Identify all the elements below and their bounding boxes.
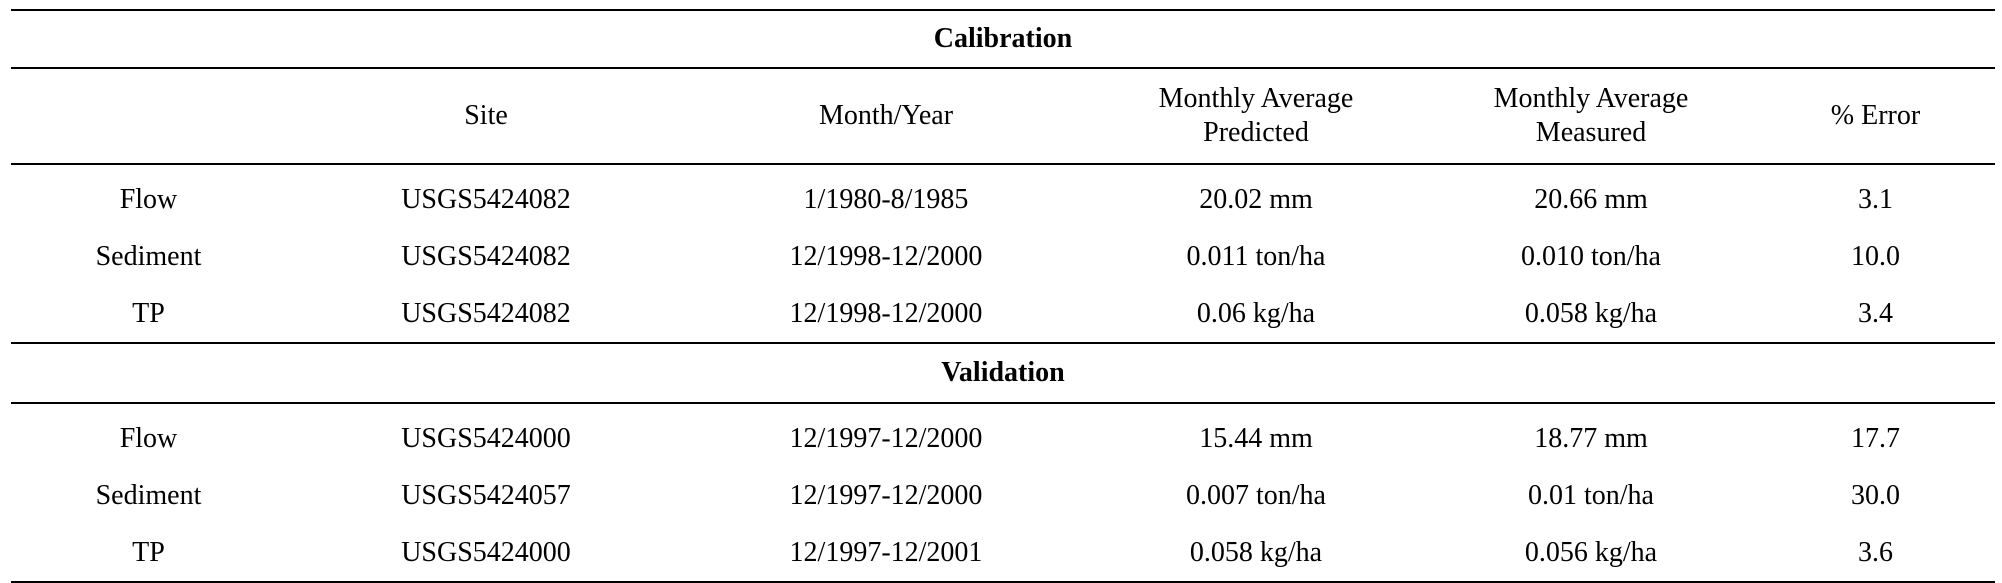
column-header-measured-text: Monthly Average Measured bbox=[1493, 83, 1689, 148]
cell-parameter: Flow bbox=[119, 422, 178, 454]
cell-predicted: 0.011 ton/ha bbox=[1186, 240, 1326, 272]
results-table-container: Calibration Site Month/Year Monthly Aver… bbox=[11, 9, 1995, 583]
cell-error: 3.1 bbox=[1858, 183, 1893, 215]
validation-section-header: Validation bbox=[11, 343, 1995, 404]
cell-predicted: 0.007 ton/ha bbox=[1186, 479, 1326, 511]
table-row: TP USGS5424000 12/1997-12/2001 0.058 kg/… bbox=[11, 524, 1995, 583]
cell-site: USGS5424000 bbox=[286, 524, 686, 583]
cell-month-year: 12/1997-12/2000 bbox=[789, 479, 983, 511]
cell-predicted: 0.058 kg/ha bbox=[1086, 524, 1426, 583]
cell-measured: 0.058 kg/ha bbox=[1426, 285, 1756, 344]
calibration-section-header: Calibration bbox=[11, 9, 1995, 69]
cell-error: 10.0 bbox=[1851, 240, 1900, 272]
section-title-calibration: Calibration bbox=[11, 9, 1995, 69]
column-header-measured: Monthly Average Measured bbox=[1426, 68, 1756, 165]
cell-site: USGS5424000 bbox=[401, 422, 571, 454]
cell-predicted: 15.44 mm bbox=[1199, 422, 1313, 454]
cell-site: USGS5424082 bbox=[401, 240, 571, 272]
cell-month-year: 12/1998-12/2000 bbox=[789, 240, 983, 272]
cell-measured: 0.01 ton/ha bbox=[1528, 479, 1654, 511]
table-row: TP USGS5424082 12/1998-12/2000 0.06 kg/h… bbox=[11, 285, 1995, 344]
cell-measured: 0.010 ton/ha bbox=[1521, 240, 1661, 272]
column-header-predicted: Monthly Average Predicted bbox=[1086, 68, 1426, 165]
cell-predicted: 0.06 kg/ha bbox=[1086, 285, 1426, 344]
cell-site: USGS5424082 bbox=[401, 183, 571, 215]
column-header-row: Site Month/Year Monthly Average Predicte… bbox=[11, 68, 1995, 165]
cell-month-year: 1/1980-8/1985 bbox=[803, 183, 969, 215]
cell-error: 30.0 bbox=[1851, 479, 1900, 511]
cell-month-year: 12/1997-12/2000 bbox=[789, 422, 983, 454]
column-header-parameter bbox=[11, 68, 286, 165]
section-title-validation: Validation bbox=[11, 343, 1995, 404]
cell-parameter: TP bbox=[11, 524, 286, 583]
cell-month-year: 12/1998-12/2000 bbox=[686, 285, 1086, 344]
column-header-predicted-text: Monthly Average Predicted bbox=[1158, 83, 1354, 148]
cell-error: 3.4 bbox=[1756, 285, 1995, 344]
cell-error: 3.6 bbox=[1756, 524, 1995, 583]
cell-error: 17.7 bbox=[1851, 422, 1900, 454]
cell-site: USGS5424057 bbox=[401, 479, 571, 511]
calibration-validation-table: Calibration Site Month/Year Monthly Aver… bbox=[11, 9, 1995, 583]
table-row: Sediment USGS5424082 12/1998-12/2000 0.0… bbox=[11, 228, 1995, 285]
cell-measured: 18.77 mm bbox=[1534, 422, 1648, 454]
cell-site: USGS5424082 bbox=[286, 285, 686, 344]
cell-parameter: Sediment bbox=[95, 240, 202, 272]
column-header-site: Site bbox=[286, 68, 686, 165]
cell-predicted: 20.02 mm bbox=[1199, 183, 1313, 215]
table-row: Flow USGS5424082 1/1980-8/1985 20.02 mm … bbox=[11, 164, 1995, 228]
column-header-error: % Error bbox=[1756, 68, 1995, 165]
cell-measured: 20.66 mm bbox=[1534, 183, 1648, 215]
table-row: Flow USGS5424000 12/1997-12/2000 15.44 m… bbox=[11, 403, 1995, 467]
cell-parameter: Sediment bbox=[95, 479, 202, 511]
cell-parameter: TP bbox=[11, 285, 286, 344]
cell-measured: 0.056 kg/ha bbox=[1426, 524, 1756, 583]
cell-month-year: 12/1997-12/2001 bbox=[686, 524, 1086, 583]
cell-parameter: Flow bbox=[119, 183, 178, 215]
table-row: Sediment USGS5424057 12/1997-12/2000 0.0… bbox=[11, 467, 1995, 524]
column-header-month-year: Month/Year bbox=[686, 68, 1086, 165]
